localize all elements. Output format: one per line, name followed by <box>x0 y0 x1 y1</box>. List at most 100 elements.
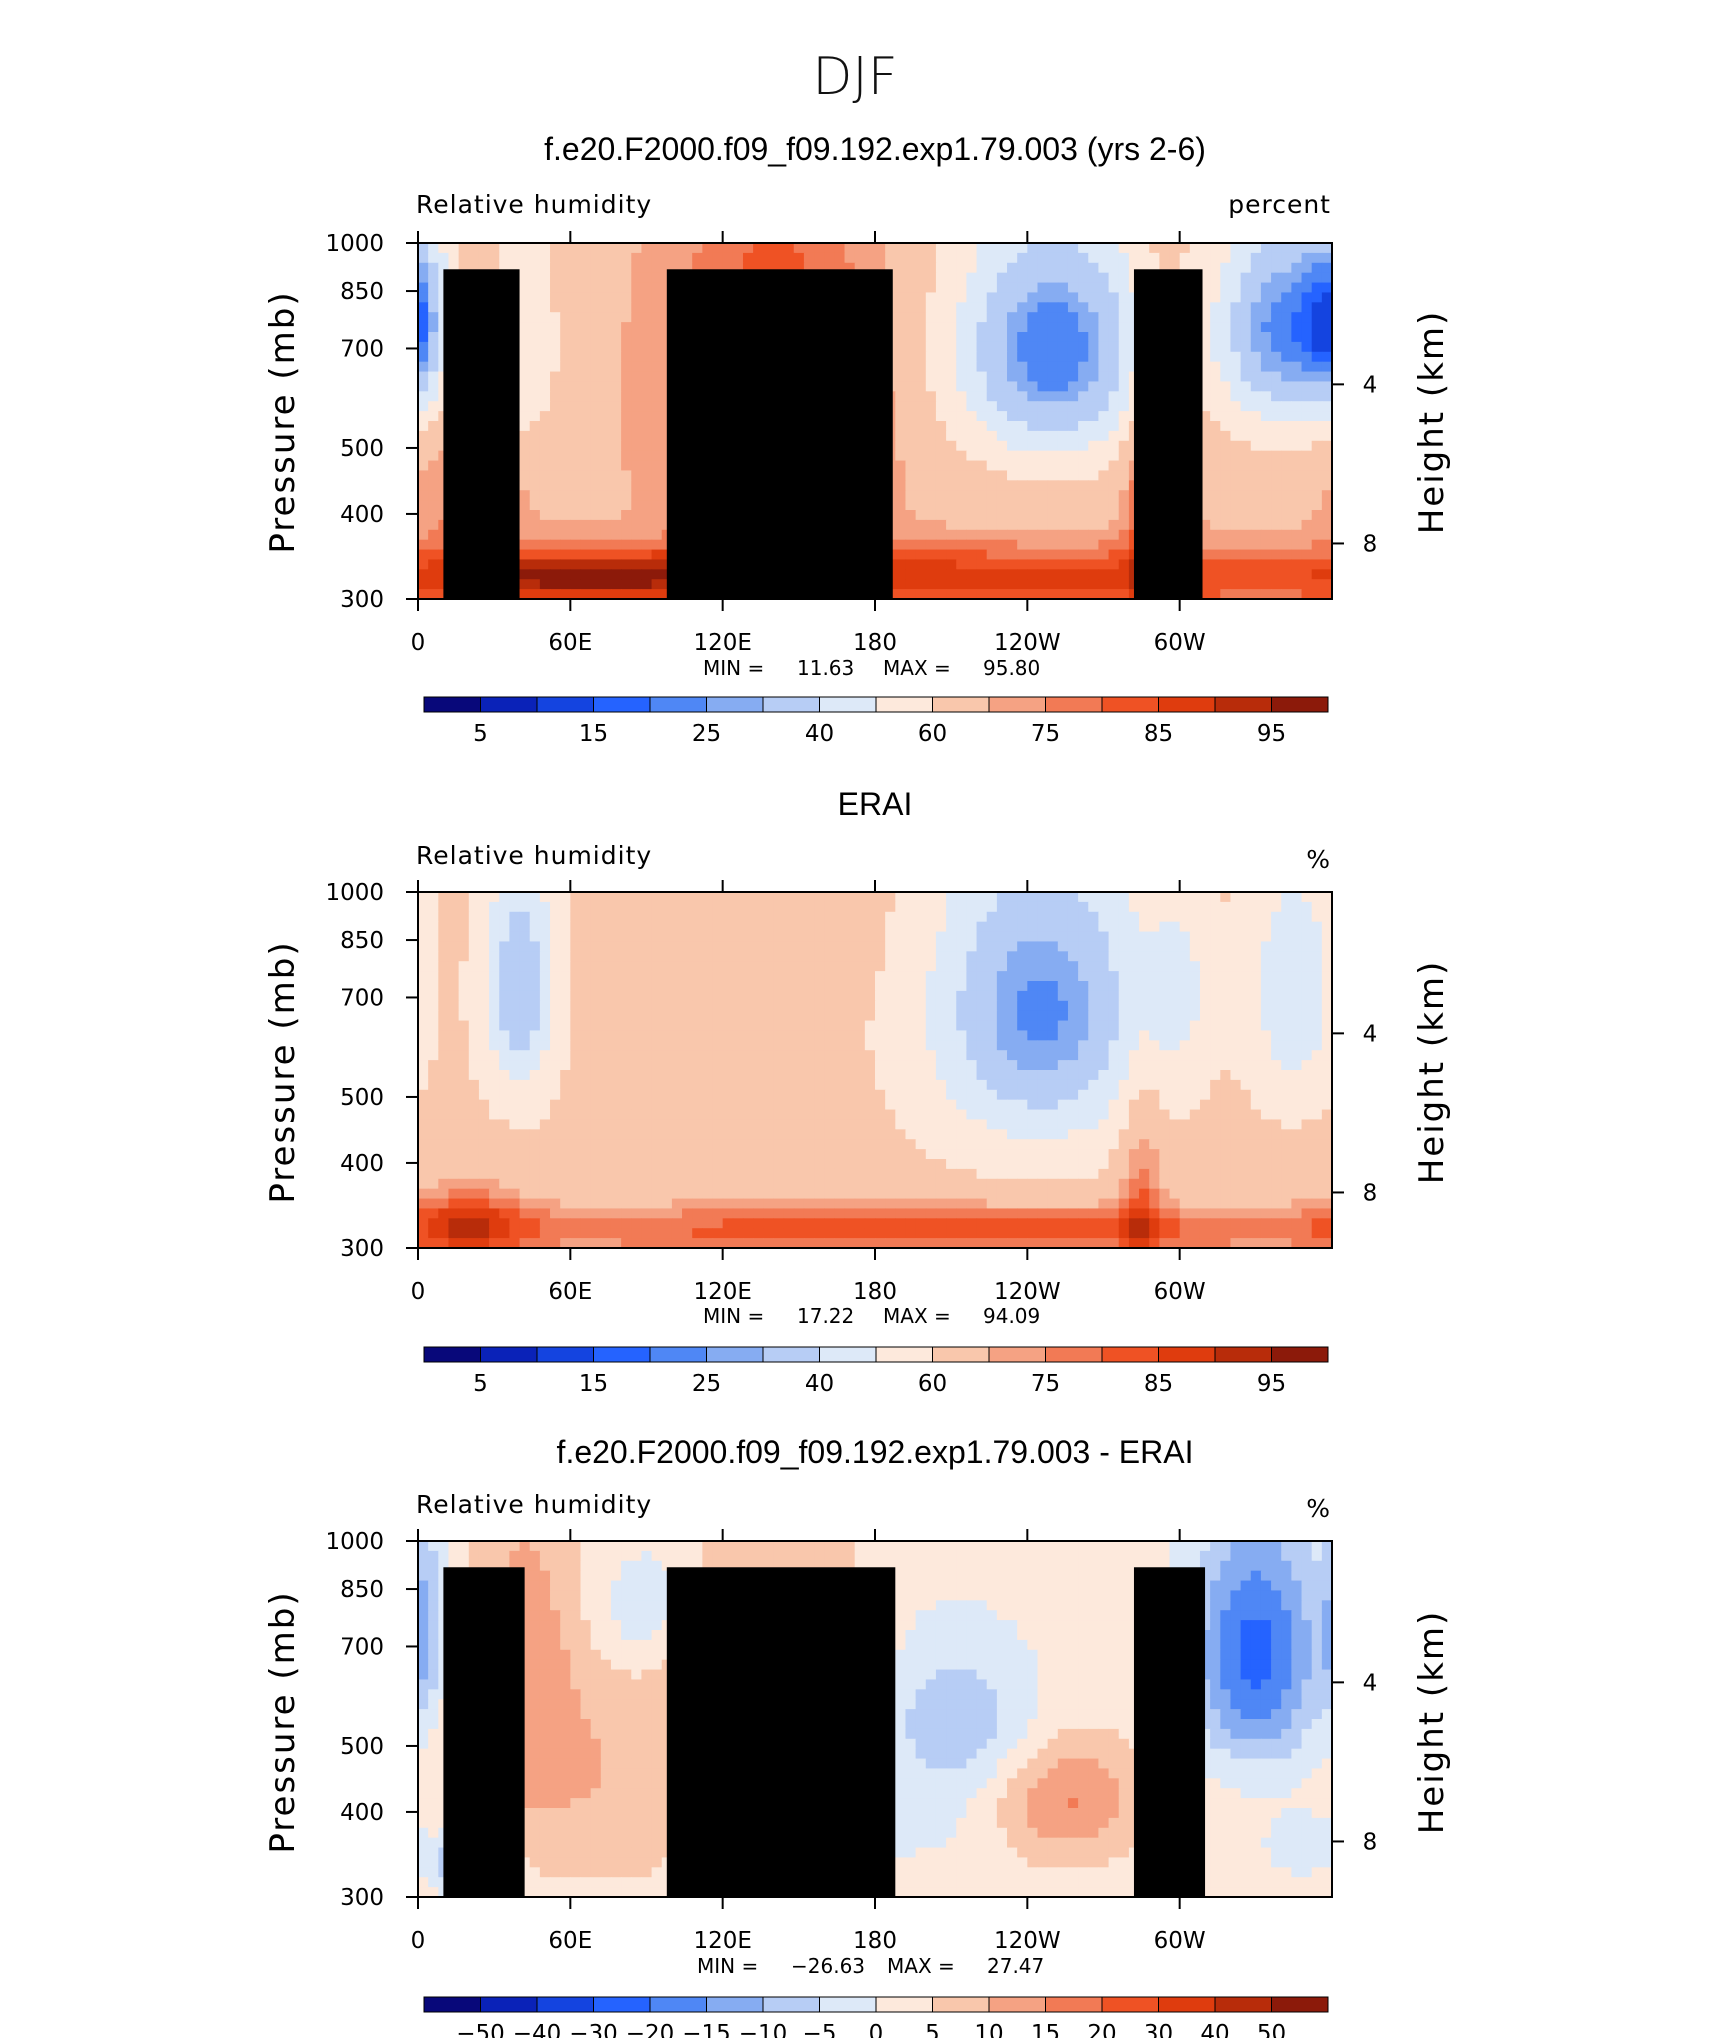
field-cell <box>1240 941 1252 952</box>
field-cell <box>742 1010 754 1022</box>
field-cell <box>925 292 937 303</box>
field-cell <box>519 500 531 511</box>
field-cell <box>1037 892 1049 903</box>
field-cell <box>610 892 622 903</box>
field-cell <box>661 892 673 903</box>
field-cell <box>682 921 693 933</box>
field-cell <box>600 961 612 972</box>
field-cell <box>1108 1060 1120 1071</box>
field-cell <box>1067 381 1079 392</box>
field-cell <box>1189 892 1201 903</box>
field-cell <box>1017 990 1028 1002</box>
field-cell <box>519 361 531 373</box>
field-cell <box>722 981 734 992</box>
field-cell <box>895 282 907 294</box>
field-cell <box>529 961 541 972</box>
field-cell <box>1078 1020 1089 1032</box>
field-cell <box>1301 941 1313 952</box>
field-cell <box>864 921 876 933</box>
field-cell <box>742 1040 754 1051</box>
field-cell <box>1210 450 1221 462</box>
field-cell <box>1007 470 1018 481</box>
field-cell <box>610 391 622 402</box>
field-cell <box>600 951 612 962</box>
field-cell <box>1037 510 1049 521</box>
field-cell <box>793 931 805 943</box>
field-cell <box>885 931 896 943</box>
field-cell <box>1301 361 1313 373</box>
field-cell <box>915 322 927 333</box>
field-cell <box>529 341 541 353</box>
field-cell <box>1321 381 1333 392</box>
field-cell <box>844 1020 856 1032</box>
field-cell <box>1098 470 1110 481</box>
field-cell <box>1037 421 1049 432</box>
field-cell <box>976 312 988 323</box>
field-cell <box>986 1060 998 1071</box>
field-cell <box>631 381 643 392</box>
field-cell <box>560 892 571 903</box>
field-cell <box>692 1040 703 1051</box>
field-cell <box>1230 500 1242 511</box>
field-cell <box>1311 460 1323 472</box>
field-cell <box>478 1020 490 1032</box>
field-cell <box>1017 470 1028 481</box>
field-cell <box>1301 262 1313 274</box>
field-cell <box>925 519 937 531</box>
field-cell <box>509 941 521 952</box>
field-cell <box>631 480 643 491</box>
field-cell <box>1017 1040 1028 1051</box>
field-cell <box>550 559 561 570</box>
field-cell <box>600 892 612 903</box>
field-cell <box>742 941 754 952</box>
field-cell <box>834 981 846 992</box>
field-cell <box>1230 450 1242 462</box>
field-cell <box>570 421 582 432</box>
field-cell <box>1047 252 1059 264</box>
field-cell <box>1281 589 1292 600</box>
field-cell <box>1220 921 1232 933</box>
field-cell <box>966 500 978 511</box>
field-cell <box>519 1050 531 1061</box>
field-cell <box>1281 490 1292 501</box>
field-cell <box>641 322 653 333</box>
field-cell <box>590 252 602 264</box>
field-cell <box>1291 539 1303 551</box>
field-cell <box>428 1030 439 1041</box>
field-cell <box>1260 1060 1272 1071</box>
field-cell <box>1220 981 1232 992</box>
field-cell <box>1189 1040 1201 1051</box>
field-cell <box>854 1020 866 1032</box>
field-cell <box>976 421 988 432</box>
field-cell <box>539 1010 551 1022</box>
field-cell <box>834 951 846 962</box>
field-cell <box>458 1070 470 1081</box>
field-cell <box>489 1040 500 1051</box>
field-cell <box>1311 549 1323 561</box>
field-cell <box>590 421 602 432</box>
field-cell <box>702 971 714 982</box>
field-cell <box>570 282 582 294</box>
field-cell <box>966 391 978 402</box>
field-cell <box>742 921 754 933</box>
field-cell <box>1230 332 1242 343</box>
field-cell <box>1128 971 1140 982</box>
field-cell <box>935 450 947 462</box>
field-cell <box>966 1030 978 1041</box>
field-cell <box>610 951 622 962</box>
field-cell <box>1159 252 1171 264</box>
field-cell <box>580 361 592 373</box>
field-cell <box>570 559 582 570</box>
field-cell <box>1271 371 1282 383</box>
field-cell <box>1230 549 1242 561</box>
field-cell <box>1108 519 1120 531</box>
field-cell <box>935 1040 947 1051</box>
field-cell <box>550 579 561 590</box>
field-cell <box>1189 931 1201 943</box>
field-cell <box>722 951 734 962</box>
field-cell <box>1108 1030 1120 1041</box>
field-cell <box>651 401 663 412</box>
field-cell <box>1078 243 1089 254</box>
field-cell <box>1250 371 1262 383</box>
field-cell <box>1291 450 1303 462</box>
